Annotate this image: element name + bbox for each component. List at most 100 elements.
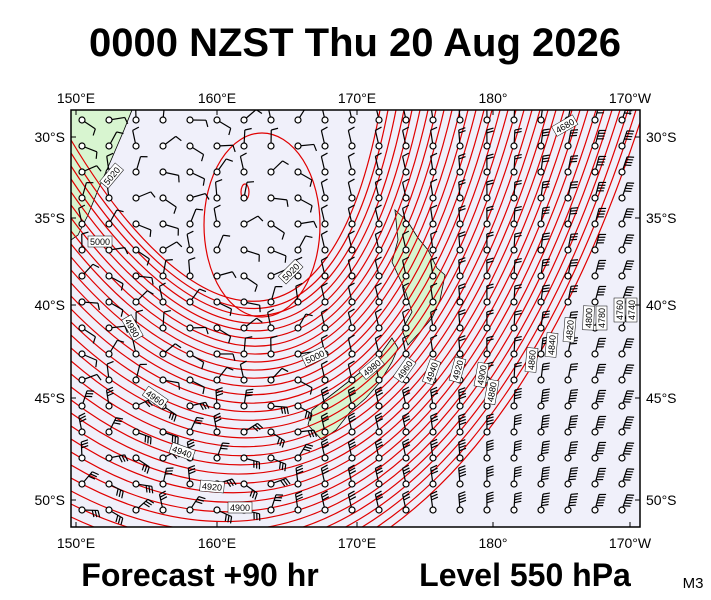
- barb-feather: [375, 490, 382, 495]
- barb-station: [483, 116, 491, 124]
- barb-feather: [402, 389, 410, 394]
- barb-station: [375, 324, 383, 332]
- barb-feather: [246, 181, 255, 183]
- barb-feather: [542, 466, 550, 469]
- barb-feather: [570, 311, 579, 313]
- barb-feather: [486, 471, 494, 475]
- barb-feather: [541, 451, 549, 455]
- barb-station: [564, 142, 572, 150]
- barb-station: [132, 194, 140, 202]
- barb-station: [537, 246, 545, 254]
- barb-feather: [570, 495, 578, 498]
- barb-station: [510, 220, 518, 228]
- barb-feather: [116, 131, 124, 135]
- barb-feather: [403, 444, 411, 449]
- barb-station: [267, 298, 275, 306]
- barb-feather: [458, 179, 466, 183]
- barb-station: [240, 142, 248, 150]
- barb-feather: [254, 284, 258, 292]
- barb-feather: [402, 204, 410, 209]
- barb-station: [159, 376, 167, 384]
- barb-station: [321, 506, 329, 514]
- barb-feather: [223, 234, 231, 237]
- barb-feather: [403, 101, 409, 104]
- barb-feather: [348, 415, 356, 420]
- barb-station: [537, 454, 545, 462]
- barb-feather: [571, 104, 578, 105]
- barb-station: [564, 376, 572, 384]
- barb-feather: [542, 310, 550, 313]
- barb-feather: [281, 232, 285, 240]
- barb-feather: [245, 391, 253, 394]
- barb-feather: [200, 154, 205, 162]
- barb-feather: [281, 440, 285, 448]
- barb-station: [402, 272, 410, 280]
- barb-feather: [240, 152, 247, 157]
- barb-feather: [224, 514, 227, 522]
- barb-station: [618, 246, 626, 254]
- barb-feather: [246, 388, 254, 391]
- barb-feather: [542, 284, 550, 287]
- barb-feather: [220, 447, 228, 450]
- contour-label: 5000: [87, 235, 113, 248]
- barb-station: [132, 506, 140, 514]
- barb-feather: [178, 382, 181, 390]
- barb-feather: [569, 290, 577, 293]
- barb-feather: [514, 205, 522, 209]
- barb-station: [105, 480, 113, 488]
- barb-station: [483, 194, 491, 202]
- barb-feather: [199, 288, 207, 293]
- barb-station: [456, 116, 464, 124]
- barb-feather: [570, 209, 578, 212]
- barb-station: [483, 350, 491, 358]
- barb-station: [348, 272, 356, 280]
- barb-station: [618, 480, 626, 488]
- barb-station: [213, 376, 221, 384]
- barb-feather: [570, 441, 579, 443]
- barb-feather: [199, 403, 204, 411]
- barb-feather: [215, 390, 223, 394]
- contour-label-box: [625, 297, 638, 323]
- barb-station: [456, 506, 464, 514]
- barb-feather: [402, 386, 410, 391]
- barb-station: [240, 454, 248, 462]
- barb-station: [618, 220, 626, 228]
- barb-feather: [458, 231, 466, 235]
- barb-feather: [321, 204, 328, 209]
- barb-feather: [279, 438, 283, 447]
- barb-feather: [120, 518, 124, 526]
- barb-feather: [486, 231, 494, 235]
- lat-label-left: 35°S: [34, 210, 65, 226]
- barb-feather: [375, 282, 382, 287]
- barb-station: [213, 142, 221, 150]
- barb-feather: [430, 126, 438, 131]
- barb-feather: [214, 415, 222, 420]
- barb-feather: [403, 392, 411, 397]
- barb-feather: [106, 386, 114, 391]
- contour-label-box: [595, 305, 608, 331]
- barb-station: [78, 454, 86, 462]
- barb-feather: [81, 445, 89, 449]
- barb-feather: [570, 235, 578, 238]
- barb-station: [483, 168, 491, 176]
- barb-feather: [402, 438, 410, 443]
- barb-feather: [115, 515, 119, 523]
- barb-station: [402, 246, 410, 254]
- barb-feather: [402, 412, 410, 417]
- contour-label-text: 4800: [584, 308, 595, 328]
- barb-feather: [458, 439, 466, 443]
- barb-feather: [486, 182, 494, 186]
- contour-label-box: [613, 297, 626, 323]
- barb-station: [213, 324, 221, 332]
- barb-feather: [514, 156, 522, 160]
- contour-label-text: 4780: [597, 308, 607, 328]
- contour-label: 4900: [227, 501, 253, 514]
- barb-station: [105, 194, 113, 202]
- barb-station: [186, 298, 194, 306]
- barb-station: [78, 324, 86, 332]
- barb-station: [213, 454, 221, 462]
- barb-feather: [228, 479, 234, 487]
- barb-station: [510, 480, 518, 488]
- barb-station: [483, 506, 491, 514]
- lon-label-top: 150°E: [57, 90, 95, 106]
